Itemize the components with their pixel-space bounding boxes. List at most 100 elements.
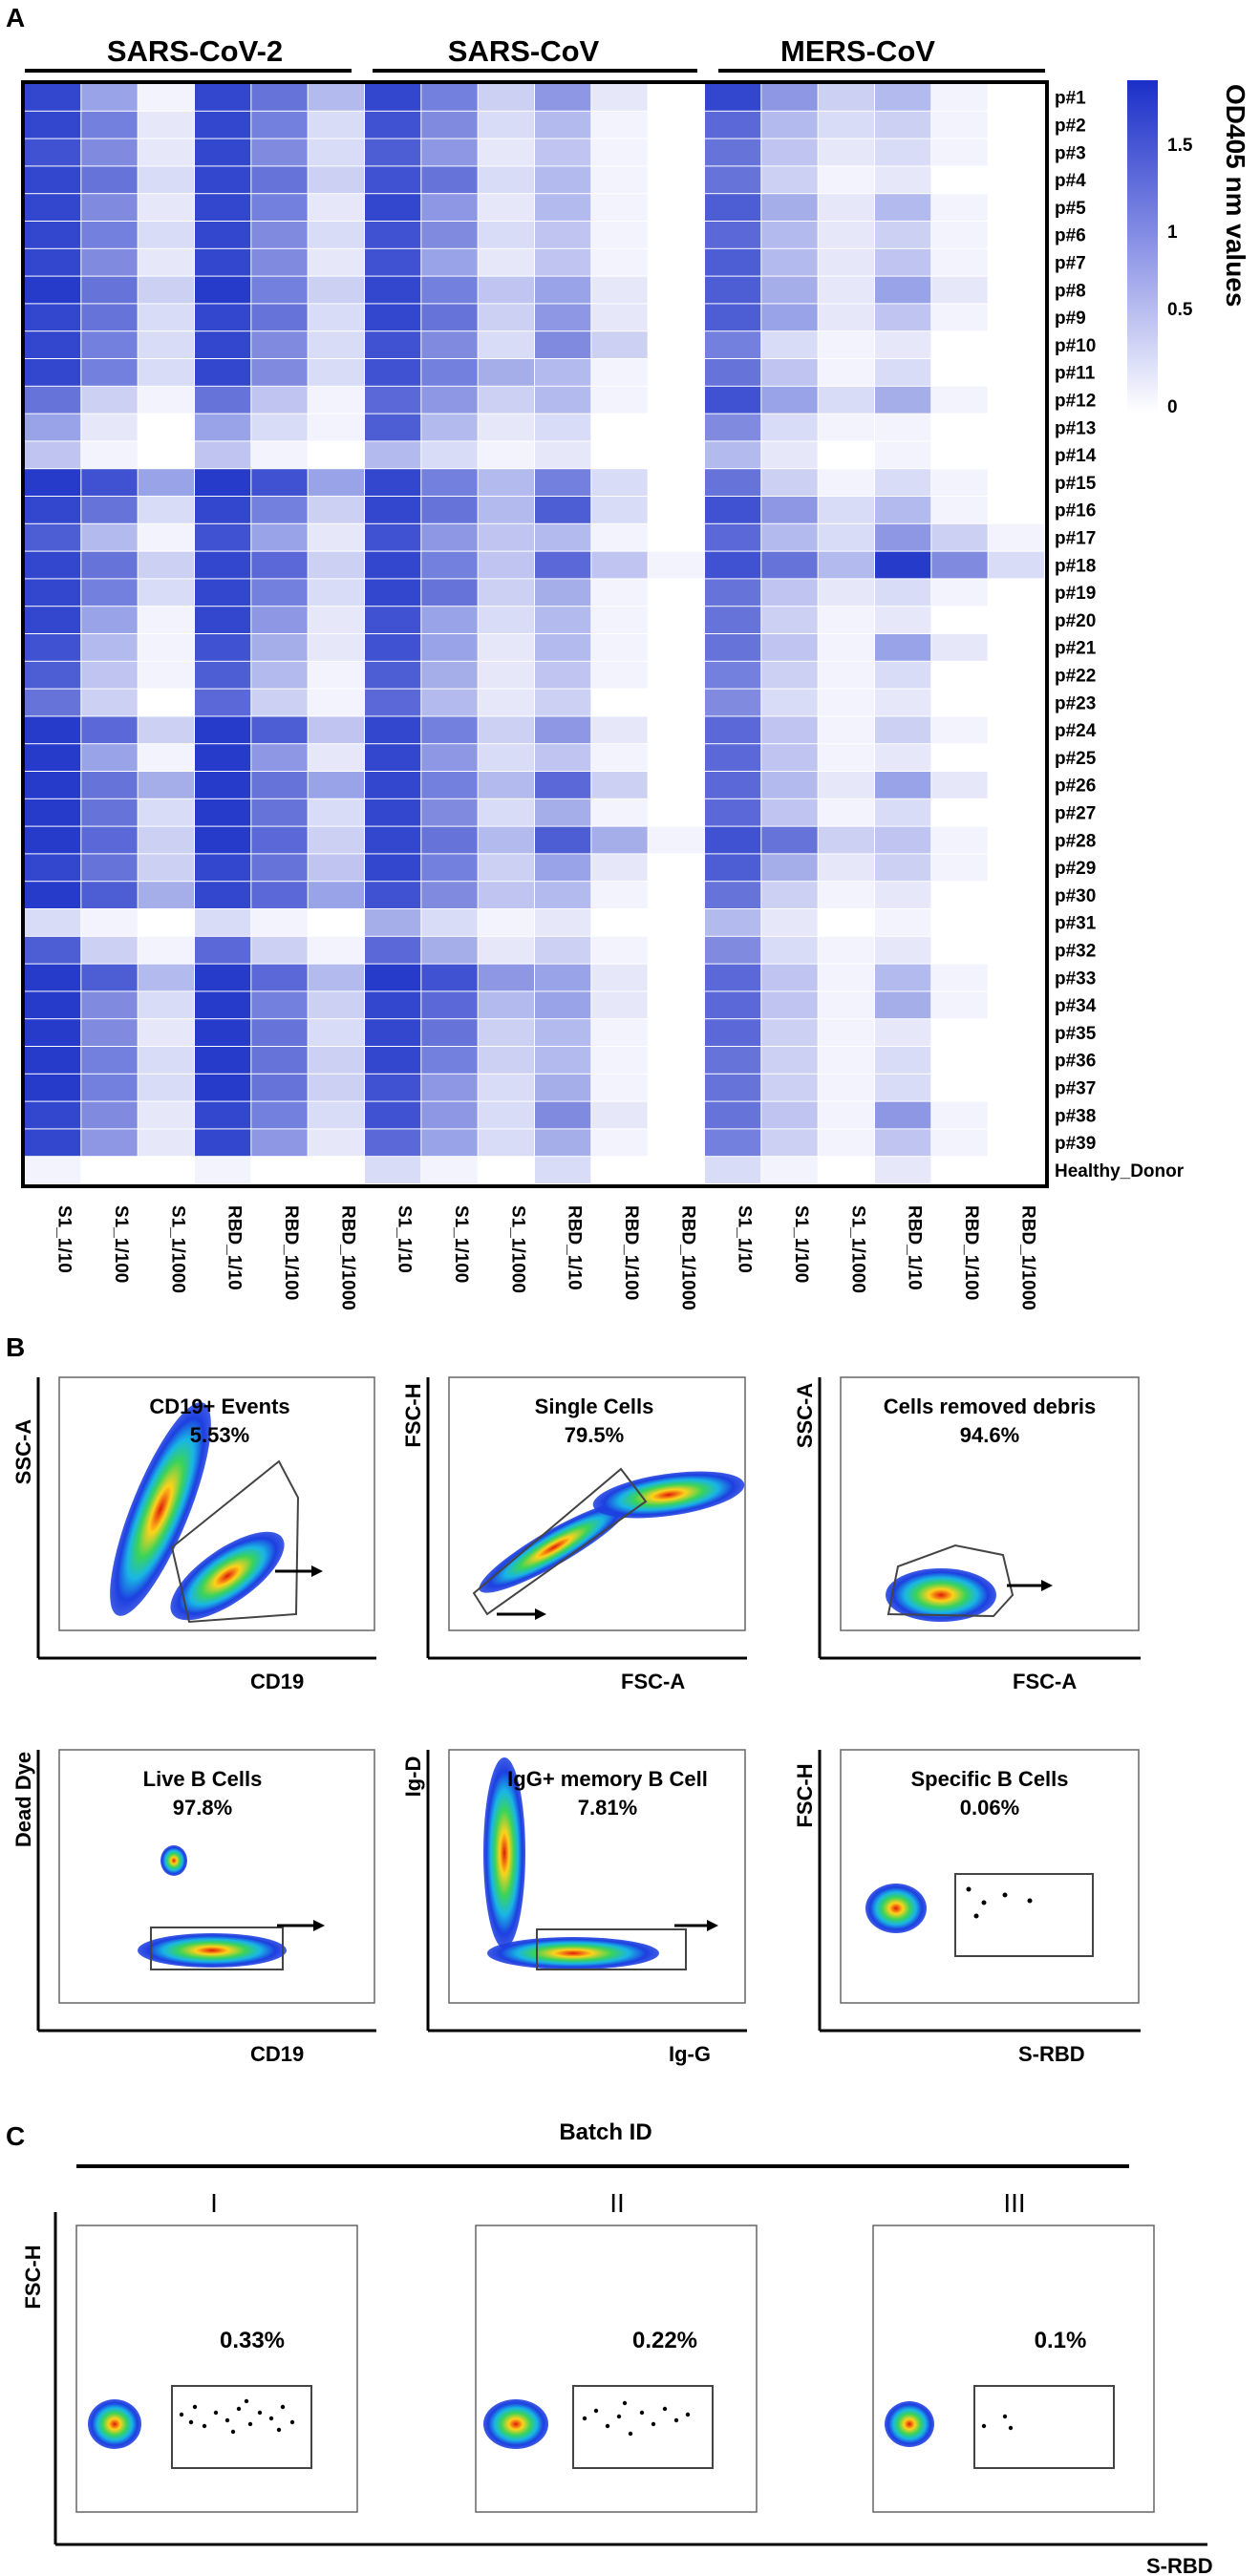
heatmap-cell — [648, 523, 704, 551]
heatmap-cell — [988, 936, 1044, 964]
heatmap-cell — [818, 744, 874, 771]
row-label: p#28 — [1055, 831, 1096, 851]
gate-percentage: 7.81% — [578, 1796, 637, 1820]
heatmap-cell — [818, 964, 874, 991]
heatmap-cell — [25, 331, 81, 358]
heatmap-cell — [988, 497, 1044, 523]
heatmap-cell — [81, 248, 138, 276]
row-label: p#17 — [1055, 529, 1096, 549]
heatmap-cell — [931, 551, 988, 579]
heatmap-cell — [761, 497, 818, 523]
colorbar-tick: 0 — [1167, 397, 1178, 417]
heatmap-cell — [478, 1074, 534, 1101]
cell-density — [865, 1884, 927, 1933]
heatmap-cell — [138, 138, 194, 166]
heatmap-cell — [875, 772, 931, 798]
heatmap-cell — [308, 497, 364, 523]
heatmap-cell — [988, 1074, 1044, 1101]
heatmap-cell — [931, 414, 988, 441]
row-label: p#6 — [1055, 226, 1086, 246]
heatmap-cell — [535, 84, 591, 111]
heatmap-cell — [81, 359, 138, 386]
heatmap-cell — [81, 414, 138, 441]
gate-name: IgG+ memory B Cell — [507, 1767, 708, 1791]
heatmap-cell — [251, 359, 308, 386]
y-axis-label: FSC-H — [21, 2245, 45, 2309]
heatmap-cell — [308, 222, 364, 248]
heatmap-cell — [705, 248, 761, 276]
gate-percentage: 5.53% — [190, 1423, 249, 1447]
heatmap-cell — [535, 469, 591, 496]
heatmap-cell — [195, 497, 251, 523]
cell-density — [886, 1568, 996, 1622]
heatmap-cells — [25, 84, 1044, 1183]
heatmap-cell — [195, 772, 251, 798]
heatmap-cell — [81, 523, 138, 551]
heatmap-cell — [875, 826, 931, 854]
y-axis-label: SSC-A — [793, 1383, 817, 1449]
heatmap-cell — [138, 854, 194, 882]
heatmap-cell — [421, 276, 478, 304]
heatmap-cell — [478, 276, 534, 304]
heatmap-cell — [251, 276, 308, 304]
heatmap-cell — [308, 386, 364, 414]
heatmap-cell — [308, 359, 364, 386]
heatmap-cell — [251, 1074, 308, 1101]
heatmap-cell — [988, 304, 1044, 331]
column-label: S1_1/100 — [111, 1205, 131, 1283]
heatmap-cell — [365, 523, 421, 551]
heatmap-cell — [308, 441, 364, 469]
heatmap-cell — [761, 1157, 818, 1183]
heatmap-cell — [591, 1157, 648, 1183]
flow-plot-batch-ii: 0.22% — [475, 2225, 758, 2513]
heatmap-cell — [931, 441, 988, 469]
heatmap-cell — [308, 634, 364, 661]
heatmap-cell — [535, 166, 591, 194]
flow-plot-live-b-cells: Live B Cells 97.8% Dead Dye CD19 — [11, 1749, 376, 2066]
heatmap-cell — [195, 661, 251, 689]
gate-percentage: 79.5% — [565, 1423, 624, 1447]
heatmap-cell — [705, 798, 761, 826]
heatmap-cell — [818, 991, 874, 1019]
heatmap-cell — [25, 661, 81, 689]
heatmap-cell — [648, 84, 704, 111]
heatmap-cell — [138, 222, 194, 248]
heatmap-cell — [761, 359, 818, 386]
heatmap-cell — [421, 991, 478, 1019]
heatmap-cell — [988, 964, 1044, 991]
heatmap-cell — [875, 1157, 931, 1183]
heatmap-cell — [535, 744, 591, 771]
heatmap-cell — [591, 634, 648, 661]
heatmap-cell — [705, 716, 761, 744]
group-label: SARS-CoV — [448, 34, 600, 68]
heatmap-cell — [818, 854, 874, 882]
heatmap-cell — [988, 441, 1044, 469]
heatmap-cell — [535, 798, 591, 826]
heatmap-cell — [591, 138, 648, 166]
heatmap-cell — [591, 166, 648, 194]
heatmap-cell — [875, 414, 931, 441]
heatmap-cell — [308, 414, 364, 441]
heatmap-cell — [365, 276, 421, 304]
heatmap-cell — [705, 1074, 761, 1101]
heatmap-cell — [251, 936, 308, 964]
heatmap-cell — [818, 716, 874, 744]
row-label: p#13 — [1055, 418, 1096, 438]
heatmap-cell — [648, 634, 704, 661]
row-label: p#4 — [1055, 171, 1086, 191]
heatmap-cell — [478, 1101, 534, 1129]
heatmap-cell — [25, 166, 81, 194]
gate-name: Specific B Cells — [910, 1767, 1068, 1791]
heatmap-cell — [648, 469, 704, 496]
row-label: p#5 — [1055, 199, 1086, 219]
heatmap-cell — [761, 386, 818, 414]
heatmap-cell — [761, 854, 818, 882]
batch-label-iii: III — [1003, 2188, 1025, 2218]
heatmap-cell — [25, 964, 81, 991]
heatmap-cell — [138, 826, 194, 854]
heatmap-cell — [308, 1101, 364, 1129]
heatmap-cell — [761, 1047, 818, 1074]
heatmap-cell — [761, 138, 818, 166]
heatmap-cell — [818, 359, 874, 386]
batch-label-i: I — [210, 2188, 218, 2218]
